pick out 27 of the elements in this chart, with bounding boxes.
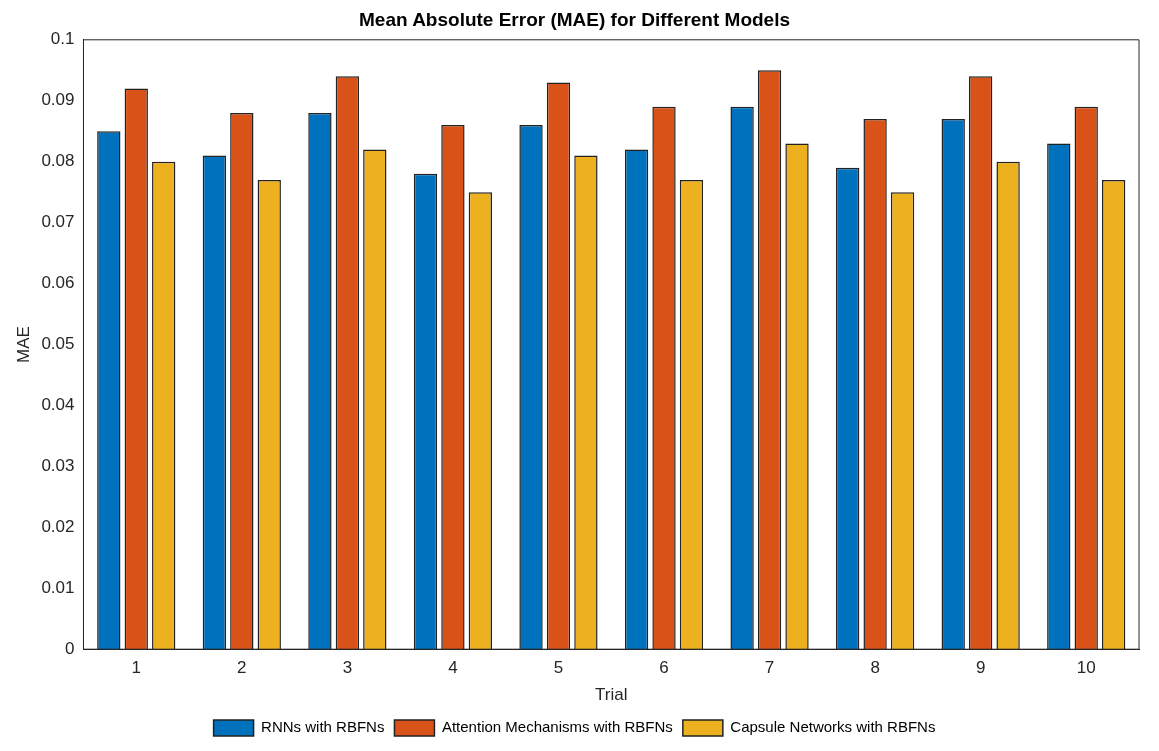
y-tick-label: 0.04 [41, 395, 75, 415]
x-tick-label: 2 [237, 658, 247, 678]
legend-label: Attention Mechanisms with RBFNs [441, 718, 673, 736]
x-tick-label: 5 [553, 658, 564, 678]
x-tick-label: 4 [448, 658, 458, 678]
y-tick-label: 0.05 [41, 334, 75, 354]
legend-label: RNNs with RBFNs [261, 718, 385, 736]
x-tick-label: 8 [870, 658, 880, 678]
y-tick-label: 0.07 [41, 212, 75, 232]
y-tick-label: 0.03 [41, 456, 75, 476]
x-tick-label: 6 [659, 658, 669, 678]
x-tick-label: 1 [131, 658, 141, 678]
y-axis-title: MAE [13, 326, 33, 363]
legend-label: Capsule Networks with RBFNs [730, 718, 936, 736]
y-tick-label: 0.09 [41, 90, 75, 110]
x-tick-label: 7 [764, 658, 775, 678]
y-tick-label: 0.06 [41, 273, 75, 293]
x-tick-label: 3 [342, 658, 353, 678]
y-tick-label: 0.02 [41, 517, 75, 537]
x-tick-label: 9 [975, 658, 986, 678]
y-tick-label: 0.08 [41, 151, 75, 171]
x-tick-label: 10 [1076, 658, 1096, 678]
y-tick-label: 0.01 [41, 577, 75, 597]
y-tick-label: 0 [65, 638, 75, 658]
x-axis-title: Trial [595, 685, 628, 705]
y-tick-label: 0.1 [50, 29, 75, 49]
chart-title: Mean Absolute Error (MAE) for Different Models [358, 8, 791, 30]
